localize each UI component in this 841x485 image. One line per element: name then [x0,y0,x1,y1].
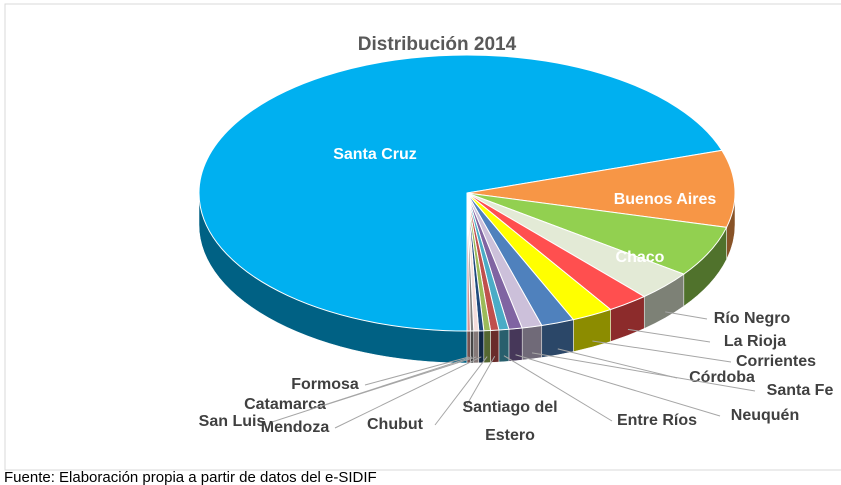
source-note: Fuente: Elaboración propia a partir de d… [4,469,377,485]
data-label: Santiago del Estero [462,399,557,444]
data-label: Corrientes [736,353,816,370]
slice [466,149,736,228]
data-label: Entre Ríos [617,412,697,429]
leader-line [531,352,756,392]
data-label: Río Negro [714,310,791,327]
slice-side [521,325,543,361]
data-label: Buenos Aires [614,191,717,208]
data-label: Formosa [291,376,359,393]
slice-side [483,330,491,363]
data-label: Neuquén [731,407,799,424]
leader-line [271,356,473,423]
leader-line [515,354,721,417]
data-label: Chubut [367,416,424,433]
leader-line [557,348,678,379]
slice [466,192,471,332]
leader-line [627,328,711,343]
data-label: Catamarca [244,396,326,413]
leader-line [592,340,732,363]
slice-side [490,329,500,363]
slice-side [498,329,510,363]
data-label: Córdoba [689,369,755,386]
data-label: Santa Fe [767,382,834,399]
data-label: Santa Cruz [333,146,417,163]
chart-title: Distribución 2014 [358,34,517,55]
leader-line [665,311,708,320]
slice [198,54,723,332]
leader-line [434,356,488,426]
leader-line [334,356,482,429]
data-label: Mendoza [261,419,330,436]
leader-line [503,355,613,422]
data-label: Chaco [616,249,665,266]
leader-line [464,356,496,409]
data-label: La Rioja [724,333,786,350]
data-label: San Luis [199,413,266,430]
leader-line [364,356,469,386]
